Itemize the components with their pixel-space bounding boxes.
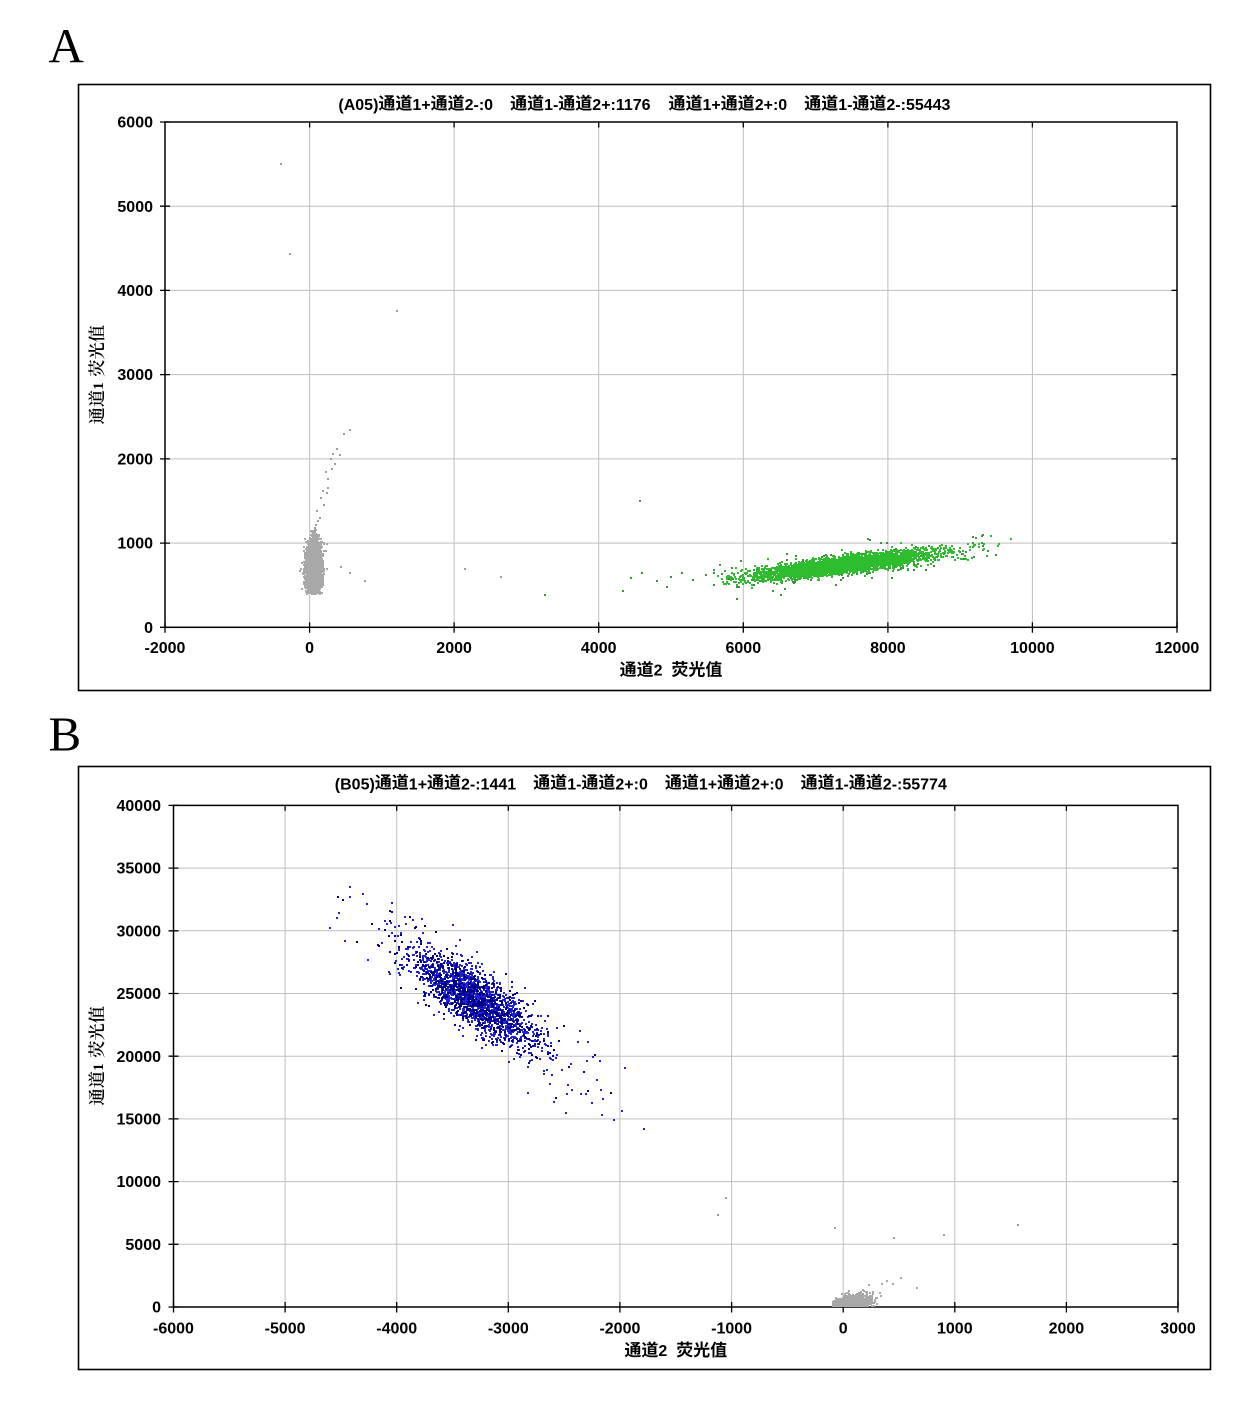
svg-text:-6000: -6000 (153, 1321, 194, 1338)
svg-text:4000: 4000 (581, 640, 617, 657)
svg-text:1-: 1- (544, 97, 558, 114)
svg-text:1-: 1- (835, 776, 849, 793)
svg-text:2-:55443: 2-:55443 (886, 97, 950, 114)
svg-text:2000: 2000 (436, 640, 472, 657)
svg-text:2-:1441: 2-:1441 (461, 776, 516, 793)
svg-text:0: 0 (144, 620, 153, 637)
svg-text:1+: 1+ (699, 776, 717, 793)
svg-text:10000: 10000 (117, 1174, 162, 1191)
svg-text:-2000: -2000 (145, 640, 186, 657)
svg-text:1+: 1+ (703, 97, 721, 114)
svg-text:25000: 25000 (117, 986, 162, 1003)
svg-text:10000: 10000 (1010, 640, 1055, 657)
svg-text:2+:0: 2+:0 (751, 776, 784, 793)
svg-text:3000: 3000 (117, 367, 153, 384)
svg-text:0: 0 (305, 640, 314, 657)
svg-text:2-:55774: 2-:55774 (883, 776, 947, 793)
svg-text:3000: 3000 (1160, 1321, 1196, 1338)
svg-text:2+:0: 2+:0 (755, 97, 788, 114)
svg-text:1000: 1000 (937, 1321, 973, 1338)
svg-text:5000: 5000 (117, 199, 153, 216)
svg-text:15000: 15000 (117, 1112, 162, 1129)
svg-text:8000: 8000 (870, 640, 906, 657)
svg-text:2+:0: 2+:0 (615, 776, 648, 793)
svg-text:2000: 2000 (1049, 1321, 1085, 1338)
svg-text:0: 0 (152, 1300, 161, 1317)
svg-text:0: 0 (839, 1321, 848, 1338)
svg-text:2000: 2000 (117, 452, 153, 469)
svg-text:-4000: -4000 (376, 1321, 417, 1338)
svg-text:1: 1 (91, 1063, 107, 1071)
svg-text:6000: 6000 (726, 640, 762, 657)
svg-text:-5000: -5000 (265, 1321, 306, 1338)
svg-text:1+: 1+ (412, 97, 430, 114)
svg-text:-2000: -2000 (599, 1321, 640, 1338)
svg-text:12000: 12000 (1155, 640, 1200, 657)
svg-text:4000: 4000 (117, 283, 153, 300)
svg-text:1+: 1+ (409, 776, 427, 793)
svg-text:B: B (49, 707, 82, 762)
svg-text:A: A (49, 18, 85, 73)
svg-text:1000: 1000 (117, 536, 153, 553)
svg-text:6000: 6000 (117, 115, 153, 132)
svg-text:1: 1 (91, 382, 107, 390)
svg-text:30000: 30000 (117, 923, 162, 940)
svg-text:40000: 40000 (117, 798, 162, 815)
svg-text:-3000: -3000 (488, 1321, 529, 1338)
svg-text:35000: 35000 (117, 861, 162, 878)
svg-text:1-: 1- (838, 97, 852, 114)
svg-text:1-: 1- (567, 776, 581, 793)
svg-text:5000: 5000 (125, 1237, 161, 1254)
svg-text:2-:0: 2-:0 (465, 97, 494, 114)
svg-text:(B05): (B05) (335, 776, 375, 793)
svg-text:-1000: -1000 (711, 1321, 752, 1338)
svg-text:2: 2 (658, 1343, 676, 1360)
svg-text:(A05): (A05) (338, 97, 378, 114)
svg-text:2+:1176: 2+:1176 (592, 97, 650, 114)
svg-text:20000: 20000 (117, 1049, 162, 1066)
svg-text:2: 2 (654, 663, 672, 680)
